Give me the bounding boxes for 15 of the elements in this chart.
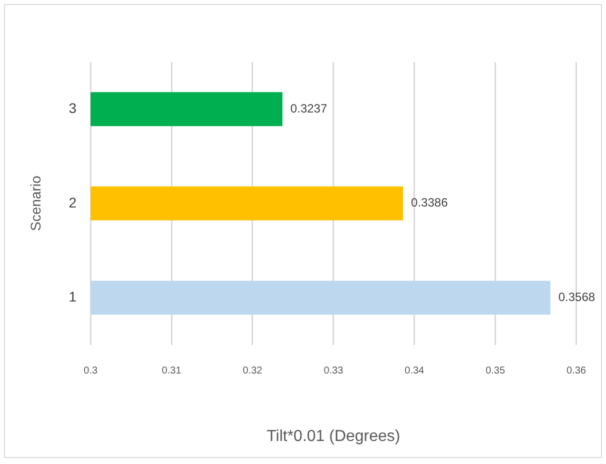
x-tick-label: 0.3 (84, 366, 98, 377)
x-tick-label: 0.33 (324, 366, 344, 377)
x-tick-label: 0.36 (566, 366, 586, 377)
y-axis-title: Scenario (27, 176, 44, 232)
y-tick-label: 2 (68, 194, 77, 210)
data-label: 0.3568 (558, 290, 596, 304)
y-tick-label: 3 (68, 100, 77, 116)
x-tick-label: 0.32 (242, 366, 263, 377)
x-tick-label: 0.35 (486, 366, 506, 377)
data-label: 0.3237 (290, 101, 328, 116)
x-axis-title: Tilt*0.01 (Degrees) (266, 428, 400, 445)
x-tick-label: 0.31 (162, 366, 182, 377)
x-tick-label: 0.34 (404, 366, 425, 377)
y-tick-label: 1 (68, 288, 77, 305)
data-label: 0.3386 (411, 196, 448, 210)
